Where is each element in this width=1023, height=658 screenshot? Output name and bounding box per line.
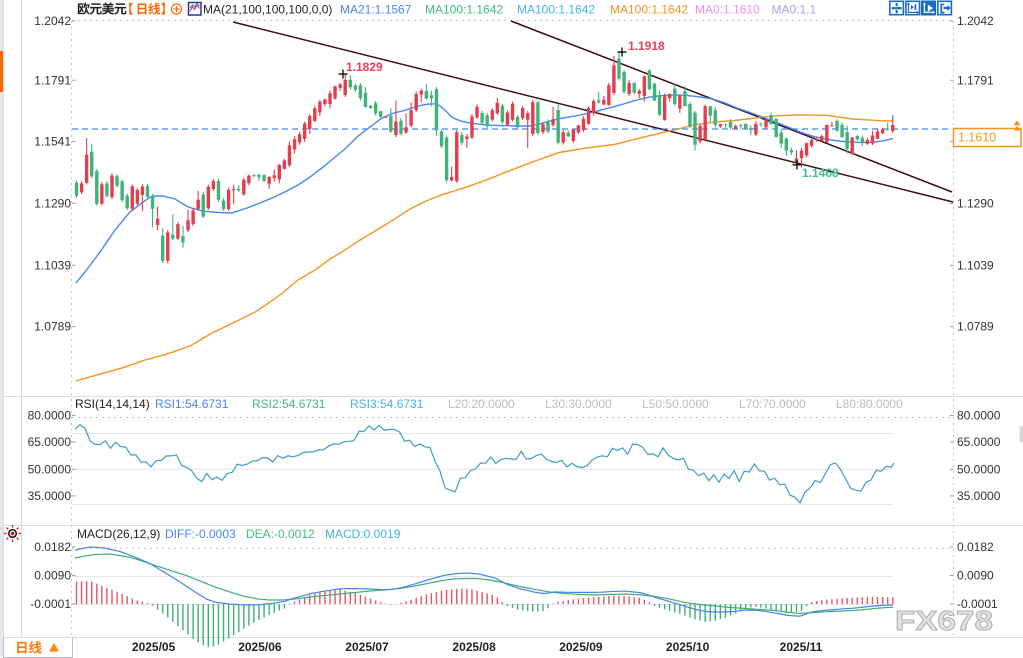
- svg-text:1.1829: 1.1829: [346, 60, 383, 74]
- svg-text:L50:50.0000: L50:50.0000: [642, 397, 709, 411]
- svg-text:DIFF:-0.0003: DIFF:-0.0003: [165, 527, 236, 541]
- svg-text:50.0000: 50.0000: [28, 462, 72, 476]
- svg-text:2025/10: 2025/10: [666, 640, 710, 654]
- svg-text:1.0789: 1.0789: [957, 320, 994, 334]
- svg-text:1.0789: 1.0789: [34, 320, 71, 334]
- svg-text:2025/05: 2025/05: [132, 640, 176, 654]
- svg-text:2025/07: 2025/07: [345, 640, 389, 654]
- svg-text:50.0000: 50.0000: [957, 462, 1001, 476]
- svg-text:35.0000: 35.0000: [957, 489, 1001, 503]
- svg-text:2025/09: 2025/09: [559, 640, 603, 654]
- svg-text:MA21:1.1567: MA21:1.1567: [340, 3, 412, 17]
- svg-text:RSI3:54.6731: RSI3:54.6731: [350, 397, 424, 411]
- svg-text:RSI(14,14,14): RSI(14,14,14): [75, 397, 150, 411]
- svg-text:0.0090: 0.0090: [957, 569, 994, 583]
- svg-text:2025/06: 2025/06: [238, 640, 282, 654]
- svg-text:80.0000: 80.0000: [957, 409, 1001, 423]
- svg-text:1.1039: 1.1039: [34, 258, 71, 272]
- svg-text:L20:20.0000: L20:20.0000: [448, 397, 515, 411]
- svg-text:0.0090: 0.0090: [34, 569, 71, 583]
- svg-text:0.0182: 0.0182: [957, 540, 994, 554]
- svg-text:1.1791: 1.1791: [957, 73, 994, 87]
- svg-text:L80:80.0000: L80:80.0000: [836, 397, 903, 411]
- svg-text:1.2042: 1.2042: [34, 14, 71, 28]
- svg-text:-0.0001: -0.0001: [957, 597, 998, 611]
- svg-text:MA0:1.1610: MA0:1.1610: [695, 3, 760, 17]
- svg-text:MA100:1.1642: MA100:1.1642: [517, 3, 595, 17]
- svg-text:0.0182: 0.0182: [34, 540, 71, 554]
- svg-text:MACD(26,12,9): MACD(26,12,9): [77, 527, 160, 541]
- svg-text:80.0000: 80.0000: [28, 409, 72, 423]
- svg-text:RSI1:54.6731: RSI1:54.6731: [155, 397, 229, 411]
- svg-text:MACD:0.0019: MACD:0.0019: [325, 527, 401, 541]
- svg-text:1.1610: 1.1610: [958, 131, 996, 145]
- svg-text:2025/11: 2025/11: [780, 640, 823, 654]
- svg-text:L70:70.0000: L70:70.0000: [739, 397, 806, 411]
- svg-text:35.0000: 35.0000: [28, 489, 72, 503]
- svg-text:-0.0001: -0.0001: [30, 597, 71, 611]
- svg-text:1.1039: 1.1039: [957, 258, 994, 272]
- svg-text:1.1541: 1.1541: [34, 135, 71, 149]
- svg-text:1.1918: 1.1918: [628, 39, 665, 53]
- svg-text:MA0:1.1: MA0:1.1: [772, 3, 817, 17]
- svg-text:1.1290: 1.1290: [957, 196, 994, 210]
- svg-text:MA100:1.1642: MA100:1.1642: [610, 3, 688, 17]
- svg-text:L30:30.0000: L30:30.0000: [545, 397, 612, 411]
- svg-text:1.1791: 1.1791: [34, 73, 71, 87]
- svg-text:2025/08: 2025/08: [452, 640, 496, 654]
- svg-text:1.1290: 1.1290: [34, 196, 71, 210]
- svg-text:65.0000: 65.0000: [28, 435, 72, 449]
- svg-text:RSI2:54.6731: RSI2:54.6731: [252, 397, 326, 411]
- svg-text:DEA:-0.0012: DEA:-0.0012: [246, 527, 315, 541]
- svg-text:1.1468: 1.1468: [802, 166, 839, 180]
- svg-text:65.0000: 65.0000: [957, 435, 1001, 449]
- svg-text:MA(21,100,100,100,0,0): MA(21,100,100,100,0,0): [203, 3, 332, 17]
- svg-text:MA100:1.1642: MA100:1.1642: [425, 3, 503, 17]
- svg-text:1.2042: 1.2042: [957, 14, 994, 28]
